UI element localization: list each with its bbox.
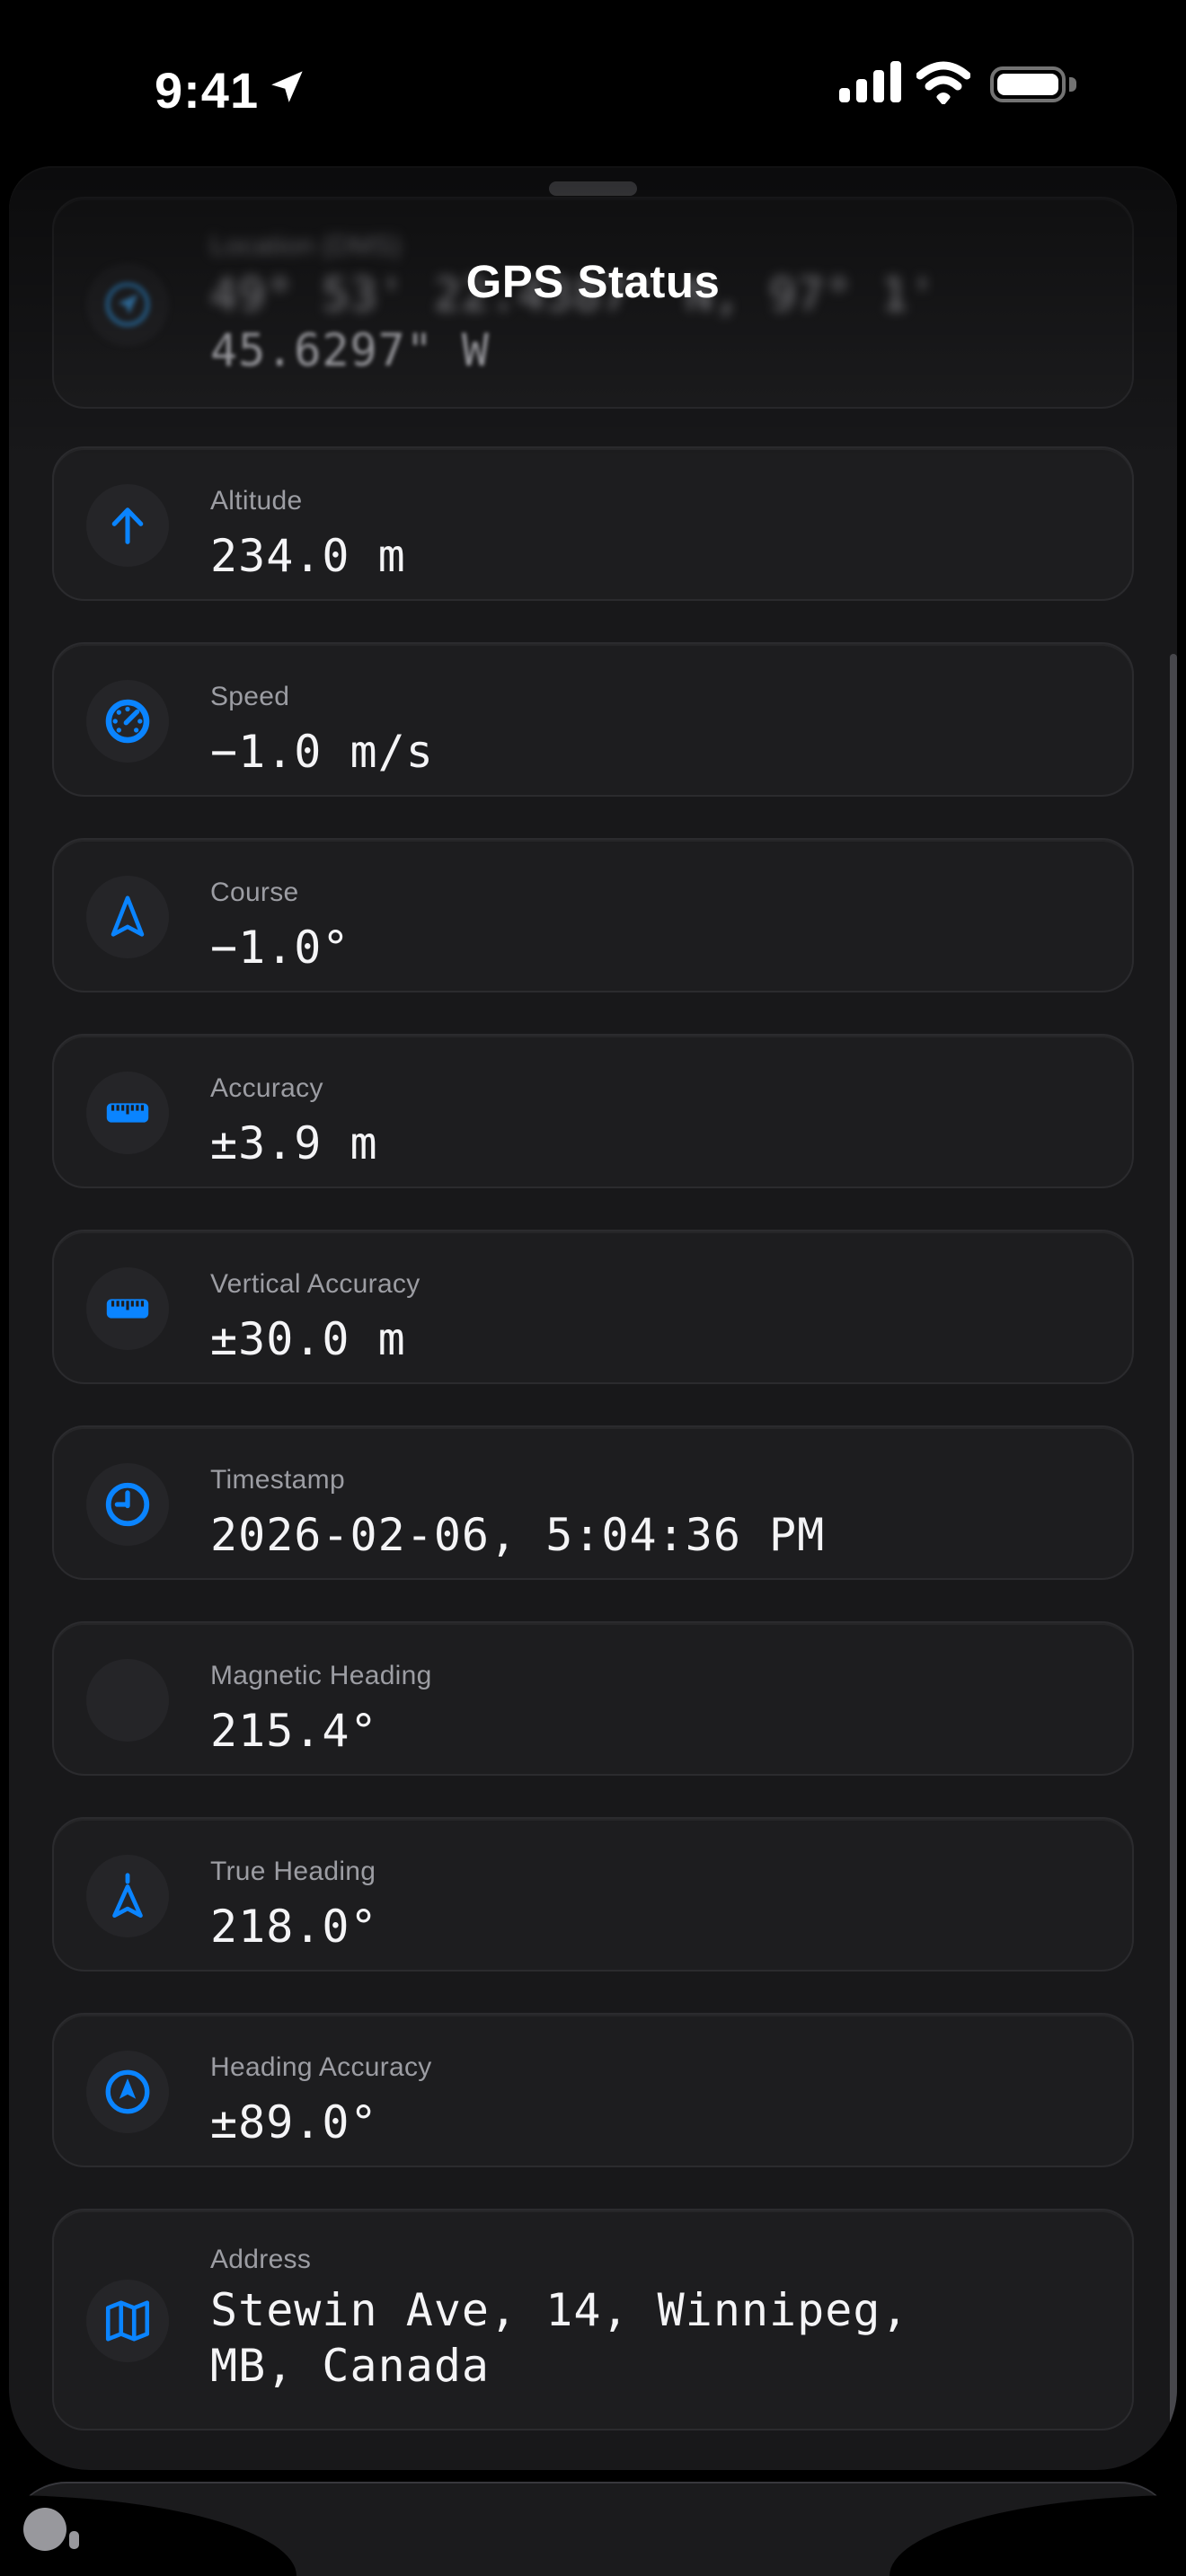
card-value: −1.0 m/s [210, 726, 434, 778]
card-value: Stewin Ave, 14, Winnipeg, MB, Canada [210, 2284, 937, 2392]
battery-icon [990, 66, 1066, 102]
card-label: Timestamp [210, 1465, 345, 1495]
address-card[interactable]: Address Stewin Ave, 14, Winnipeg, MB, Ca… [52, 2209, 1134, 2430]
card-value: −1.0° [210, 922, 350, 974]
location-arrow-icon [271, 71, 303, 102]
ruler-icon [86, 1267, 169, 1350]
card-label: Altitude [210, 486, 303, 516]
card-value: 218.0° [210, 1901, 378, 1953]
true-heading-icon [86, 1855, 169, 1937]
clock-icon [86, 1463, 169, 1546]
true-heading-card[interactable]: True Heading 218.0° [52, 1817, 1134, 1972]
card-label: True Heading [210, 1857, 376, 1886]
accuracy-card[interactable]: Accuracy ±3.9 m [52, 1034, 1134, 1188]
battery-fill [997, 74, 1058, 95]
magnetic-heading-card[interactable]: Magnetic Heading 215.4° [52, 1621, 1134, 1776]
card-label: Vertical Accuracy [210, 1269, 420, 1299]
card-label: Course [210, 878, 299, 907]
timestamp-card[interactable]: Timestamp 2026-02-06, 5:04:36 PM [52, 1425, 1134, 1580]
status-bar: 9:41 [0, 0, 1186, 144]
card-value: ±30.0 m [210, 1313, 406, 1365]
speedometer-icon [86, 680, 169, 763]
heading-circle-icon [86, 2051, 169, 2133]
card-value: 215.4° [210, 1705, 378, 1757]
card-label: Heading Accuracy [210, 2052, 432, 2082]
arrow-up-icon [86, 484, 169, 567]
card-value: ±89.0° [210, 2096, 378, 2148]
card-value: ±3.9 m [210, 1117, 378, 1169]
speed-card[interactable]: Speed −1.0 m/s [52, 642, 1134, 797]
card-label: Address [210, 2245, 312, 2274]
cellular-signal-icon [839, 61, 901, 102]
battery-nub [1069, 77, 1076, 92]
map-icon [86, 2280, 169, 2362]
page-title: GPS Status [465, 256, 721, 307]
card-value: 234.0 m [210, 530, 406, 582]
altitude-card[interactable]: Altitude 234.0 m [52, 446, 1134, 601]
card-label: Accuracy [210, 1073, 323, 1103]
card-label: Speed [210, 682, 290, 711]
background-partial-element [23, 2508, 66, 2551]
magnetic-heading-icon [86, 1659, 169, 1742]
scrollbar[interactable] [1170, 654, 1177, 2463]
sheet-grab-handle[interactable] [549, 181, 637, 196]
gps-status-sheet: Location (DMS) 49° 53' 22.4387" N, 97° 1… [9, 166, 1177, 2470]
vertical-accuracy-card[interactable]: Vertical Accuracy ±30.0 m [52, 1230, 1134, 1384]
location-value-line2: 45.6297" W [210, 324, 491, 376]
ruler-icon [86, 1072, 169, 1154]
background-partial-element-dash [69, 2531, 79, 2549]
course-card[interactable]: Course −1.0° [52, 838, 1134, 992]
status-time: 9:41 [155, 62, 260, 119]
course-arrow-icon [86, 876, 169, 958]
wifi-icon [916, 61, 970, 104]
heading-accuracy-card[interactable]: Heading Accuracy ±89.0° [52, 2013, 1134, 2167]
card-label: Magnetic Heading [210, 1661, 432, 1690]
card-value: 2026-02-06, 5:04:36 PM [210, 1509, 826, 1561]
